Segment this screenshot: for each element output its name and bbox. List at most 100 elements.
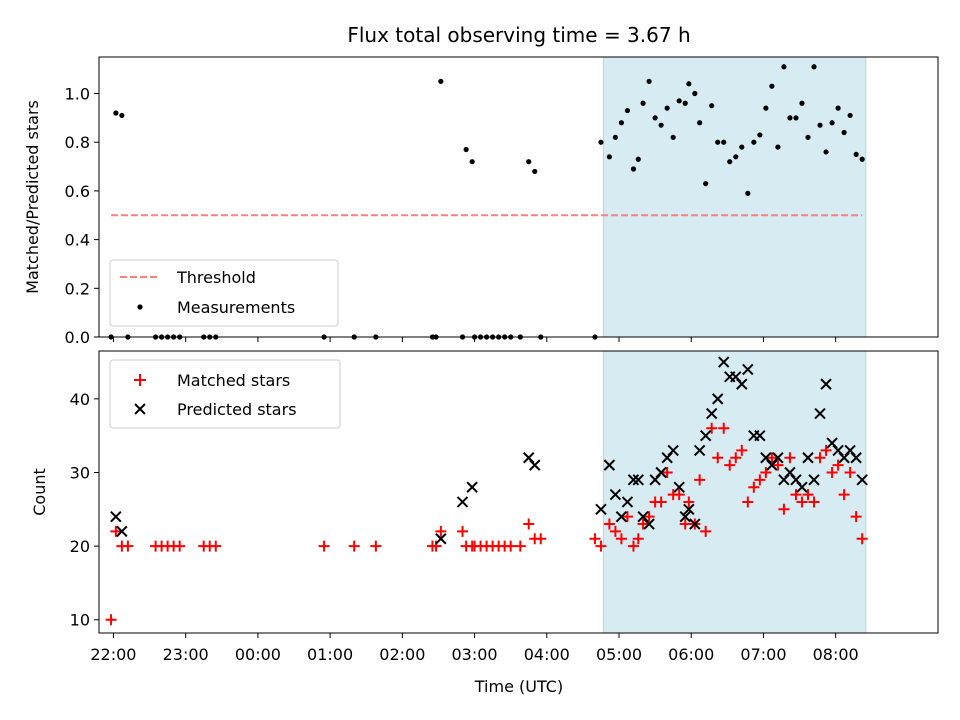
top-legend: Threshold Measurements bbox=[109, 259, 339, 327]
matched-star-point bbox=[790, 489, 802, 501]
measurement-point bbox=[646, 78, 652, 84]
predicted-star-point bbox=[712, 393, 724, 405]
measurement-point bbox=[769, 83, 775, 89]
matched-star-point bbox=[832, 459, 844, 471]
matched-stars-points bbox=[105, 422, 868, 626]
measurement-point bbox=[692, 90, 698, 97]
matched-star-point bbox=[838, 489, 850, 501]
matched-star-point bbox=[736, 444, 748, 456]
matched-star-point bbox=[457, 525, 469, 537]
predicted-star-point bbox=[655, 466, 667, 479]
matched-star-point bbox=[700, 525, 712, 537]
predicted-star-point bbox=[718, 356, 730, 368]
predicted-star-point bbox=[689, 518, 701, 530]
predicted-star-point bbox=[850, 452, 862, 464]
measurement-points bbox=[108, 64, 865, 340]
bottom-xtick-label: 22:00 bbox=[90, 645, 136, 664]
matched-star-point bbox=[589, 533, 601, 545]
measurement-point bbox=[733, 154, 739, 160]
predicted-star-point bbox=[820, 378, 832, 390]
measurement-point bbox=[463, 146, 469, 153]
measurement-point bbox=[793, 115, 799, 121]
bottom-xtick-label: 23:00 bbox=[163, 645, 209, 664]
bottom-ytick-label: 20 bbox=[70, 537, 90, 556]
measurement-point bbox=[697, 120, 703, 126]
measurement-point bbox=[709, 103, 715, 109]
bottom-legend-box bbox=[109, 359, 341, 429]
measurement-point bbox=[664, 105, 670, 111]
matched-star-point bbox=[796, 496, 808, 508]
matched-star-point bbox=[637, 518, 649, 530]
matched-star-point bbox=[535, 533, 547, 545]
bottom-highlight-span bbox=[602, 350, 867, 634]
top-panel: 0.0 0.2 0.4 0.6 0.8 1.0 Matched/Predicted sta… bbox=[23, 56, 939, 347]
matched-star-point bbox=[122, 540, 134, 552]
predicted-stars-points bbox=[110, 356, 868, 545]
matched-star-point bbox=[615, 533, 627, 545]
measurement-point bbox=[606, 154, 612, 160]
measurement-point bbox=[853, 151, 859, 157]
bottom-xtick-label: 07:00 bbox=[740, 645, 786, 664]
measurement-point bbox=[817, 122, 823, 128]
matched-star-point bbox=[730, 452, 742, 464]
measurement-point bbox=[532, 168, 538, 175]
bottom-xtick-label: 06:00 bbox=[668, 645, 714, 664]
bottom-xtick-label: 08:00 bbox=[813, 645, 859, 664]
matched-star-point bbox=[505, 540, 517, 552]
legend-measurements-label: Measurements bbox=[177, 298, 295, 317]
measurement-point bbox=[805, 134, 811, 140]
bottom-x-ticks: 22:00 23:00 00:00 01:00 02:00 03:00 04:00 05:00… bbox=[90, 633, 859, 664]
predicted-star-point bbox=[742, 363, 754, 376]
predicted-star-point bbox=[116, 525, 128, 538]
top-highlight-span bbox=[602, 56, 867, 338]
top-ytick-label: 0.8 bbox=[65, 133, 90, 152]
bottom-legend: Matched stars Predicted stars bbox=[109, 359, 341, 429]
bottom-xtick-label: 04:00 bbox=[524, 645, 570, 664]
measurement-point bbox=[739, 144, 745, 150]
predicted-star-point bbox=[808, 474, 820, 486]
matched-star-point bbox=[820, 444, 832, 456]
predicted-star-point bbox=[632, 474, 644, 486]
legend-threshold-label: Threshold bbox=[176, 268, 256, 287]
measurement-point bbox=[670, 134, 676, 140]
measurement-point bbox=[829, 120, 835, 126]
measurement-point bbox=[727, 159, 733, 165]
predicted-star-point bbox=[110, 510, 122, 523]
matched-star-point bbox=[826, 466, 838, 478]
matched-star-point bbox=[802, 489, 814, 501]
matched-star-point bbox=[435, 525, 447, 537]
top-ytick-label: 0.2 bbox=[65, 279, 90, 298]
measurement-point bbox=[787, 115, 793, 121]
matched-star-point bbox=[814, 452, 826, 464]
measurement-point bbox=[745, 190, 751, 196]
top-ytick-label: 0.4 bbox=[65, 231, 90, 250]
predicted-star-point bbox=[643, 518, 655, 530]
bottom-ytick-label: 40 bbox=[70, 390, 90, 409]
measurement-point bbox=[835, 105, 841, 111]
measurement-point bbox=[526, 159, 532, 165]
measurement-point bbox=[652, 115, 658, 121]
measurement-point bbox=[811, 64, 817, 70]
matched-star-point bbox=[784, 452, 796, 464]
x-axis-label: Time (UTC) bbox=[474, 677, 563, 696]
matched-star-point bbox=[370, 540, 382, 552]
matched-star-point bbox=[673, 489, 685, 501]
chart-title: Flux total observing time = 3.67 h bbox=[347, 23, 690, 47]
predicted-star-point bbox=[435, 533, 447, 545]
predicted-star-point bbox=[802, 452, 814, 464]
predicted-star-point bbox=[621, 496, 634, 508]
matched-star-point bbox=[706, 422, 718, 434]
top-legend-box bbox=[109, 259, 339, 327]
measurement-point bbox=[757, 132, 763, 138]
measurement-point bbox=[119, 112, 125, 119]
matched-star-point bbox=[766, 452, 778, 464]
matched-star-point bbox=[661, 466, 673, 478]
matched-star-point bbox=[742, 496, 754, 508]
matched-star-point bbox=[712, 452, 724, 464]
matched-star-point bbox=[523, 518, 535, 530]
measurement-point bbox=[598, 139, 604, 145]
matched-star-point bbox=[683, 496, 695, 508]
predicted-star-point bbox=[673, 481, 685, 493]
predicted-star-point bbox=[609, 488, 622, 501]
